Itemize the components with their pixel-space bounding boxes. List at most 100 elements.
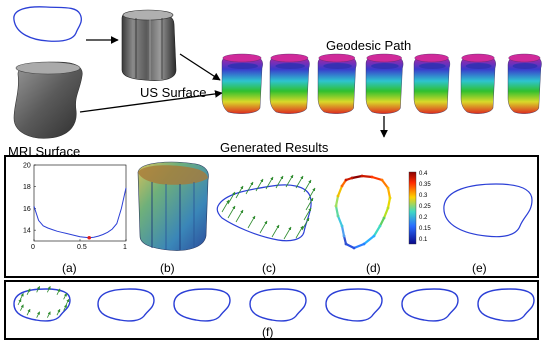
- path-contour: [97, 288, 155, 322]
- deformation-arrow: [20, 293, 24, 300]
- colormap-segment: [336, 214, 344, 228]
- geodesic-surface: [413, 53, 451, 114]
- panel-a-chart: 0 0.5 1 14 16 18 20: [23, 163, 127, 252]
- path-contour: [401, 288, 459, 322]
- geodesic-surface: [460, 53, 496, 114]
- mri-surface: [13, 61, 83, 139]
- colormap-segment: [370, 175, 384, 182]
- colorbar-tick-label: 0.25: [419, 204, 431, 210]
- colorbar-tick-label: 0.2: [419, 215, 428, 221]
- deformation-arrow: [307, 187, 316, 201]
- geodesic-surface: [507, 53, 542, 114]
- deformation-arrow: [227, 191, 236, 205]
- colormap-segment: [382, 206, 390, 220]
- colormap-point: [360, 174, 364, 178]
- chart-y-tick-label: 14: [23, 228, 31, 235]
- arrow-mri-to-path: [79, 90, 223, 113]
- deformation-arrow: [235, 209, 244, 223]
- chart-x-tick-label: 0.5: [77, 244, 87, 251]
- colormap-segment: [386, 196, 392, 210]
- deformation-arrow: [63, 304, 67, 311]
- colormap-point: [386, 186, 390, 190]
- colormap-segment: [334, 204, 340, 218]
- colorbar-tick-label: 0.3: [419, 193, 428, 199]
- deformation-arrow: [283, 226, 292, 240]
- deformation-arrow: [303, 207, 312, 221]
- input-contour: [13, 6, 82, 42]
- deformation-arrow: [259, 220, 268, 234]
- colormap-point: [344, 242, 348, 246]
- generated-results-label: Generated Results: [220, 140, 329, 155]
- us-surface-cylinder: [121, 9, 177, 81]
- panel-label-b: (b): [160, 261, 175, 275]
- geodesic-surface: [269, 53, 310, 114]
- arrow-us-to-path: [179, 53, 221, 81]
- colormap-segment: [350, 174, 364, 180]
- deformation-arrow: [63, 293, 67, 300]
- deformation-arrow: [235, 185, 244, 199]
- colormap-point: [352, 246, 356, 250]
- deformation-arrow: [17, 298, 22, 306]
- path-contour: [477, 288, 535, 322]
- deformation-arrow: [227, 205, 236, 219]
- colormap-point: [334, 204, 338, 208]
- deformation-arrow: [36, 311, 41, 318]
- path-contour: [173, 288, 231, 322]
- colormap-point: [340, 184, 344, 188]
- us-surface-label: US Surface: [140, 85, 206, 100]
- results-frame-bottom: [4, 280, 539, 340]
- colormap-segment: [352, 242, 366, 250]
- colormap-segment: [372, 224, 382, 238]
- deformation-arrow: [247, 215, 256, 229]
- colormap-point: [340, 224, 344, 228]
- panel-label-c: (c): [262, 261, 276, 275]
- panel-label-d: (d): [366, 261, 381, 275]
- colormap-point: [362, 242, 366, 246]
- deformation-arrow: [265, 176, 274, 190]
- deformation-arrow: [295, 225, 304, 239]
- colormap-point: [336, 194, 340, 198]
- chart-series-line: [33, 187, 127, 239]
- path-contour: [325, 288, 383, 322]
- colormap-segment: [362, 234, 376, 246]
- chart-min-marker: [87, 235, 91, 240]
- deformation-arrow: [36, 286, 41, 293]
- panel-f-contours: [13, 286, 535, 322]
- colormap-point: [370, 175, 374, 179]
- deformation-arrow: [20, 304, 24, 311]
- panel-c-deformation: [216, 174, 316, 242]
- colormap-segment: [386, 186, 392, 200]
- colormap-point: [342, 234, 346, 238]
- colormap-segment: [344, 242, 356, 250]
- panel-d-colormap-contour: [334, 174, 392, 250]
- deformation-arrow: [56, 308, 61, 316]
- panel-label-f: (f): [262, 325, 273, 339]
- deformation-arrow: [46, 286, 51, 293]
- colorbar-tick-label: 0.1: [419, 237, 428, 243]
- geodesic-path-surfaces: [221, 53, 542, 114]
- colormap-segment: [334, 194, 340, 208]
- panel-label-a: (a): [62, 261, 77, 275]
- chart-y-tick-label: 20: [23, 163, 31, 170]
- colormap-segment: [380, 178, 390, 190]
- deformation-arrow: [295, 175, 304, 189]
- geodesic-surface: [317, 53, 357, 114]
- colormap-point: [380, 178, 384, 182]
- colormap-point: [372, 234, 376, 238]
- path-contour: [13, 288, 71, 322]
- deformation-arrow: [305, 197, 314, 211]
- colorbar-tick-label: 0.35: [419, 182, 431, 188]
- colormap-point: [378, 224, 382, 228]
- deformation-arrow: [26, 288, 31, 296]
- colorbar-tick-label: 0.4: [419, 171, 428, 177]
- colormap-segment: [360, 174, 374, 179]
- deformation-arrow: [301, 217, 310, 231]
- colormap-point: [388, 196, 392, 200]
- deformation-arrow: [255, 178, 264, 192]
- chart-y-tick-label: 16: [23, 206, 31, 213]
- deformation-arrow: [26, 308, 31, 316]
- colorbar-tick-label: 0.15: [419, 226, 431, 232]
- chart-y-tick-label: 18: [23, 184, 31, 191]
- deformation-arrow: [271, 224, 280, 238]
- panel-e-contour: [443, 183, 533, 238]
